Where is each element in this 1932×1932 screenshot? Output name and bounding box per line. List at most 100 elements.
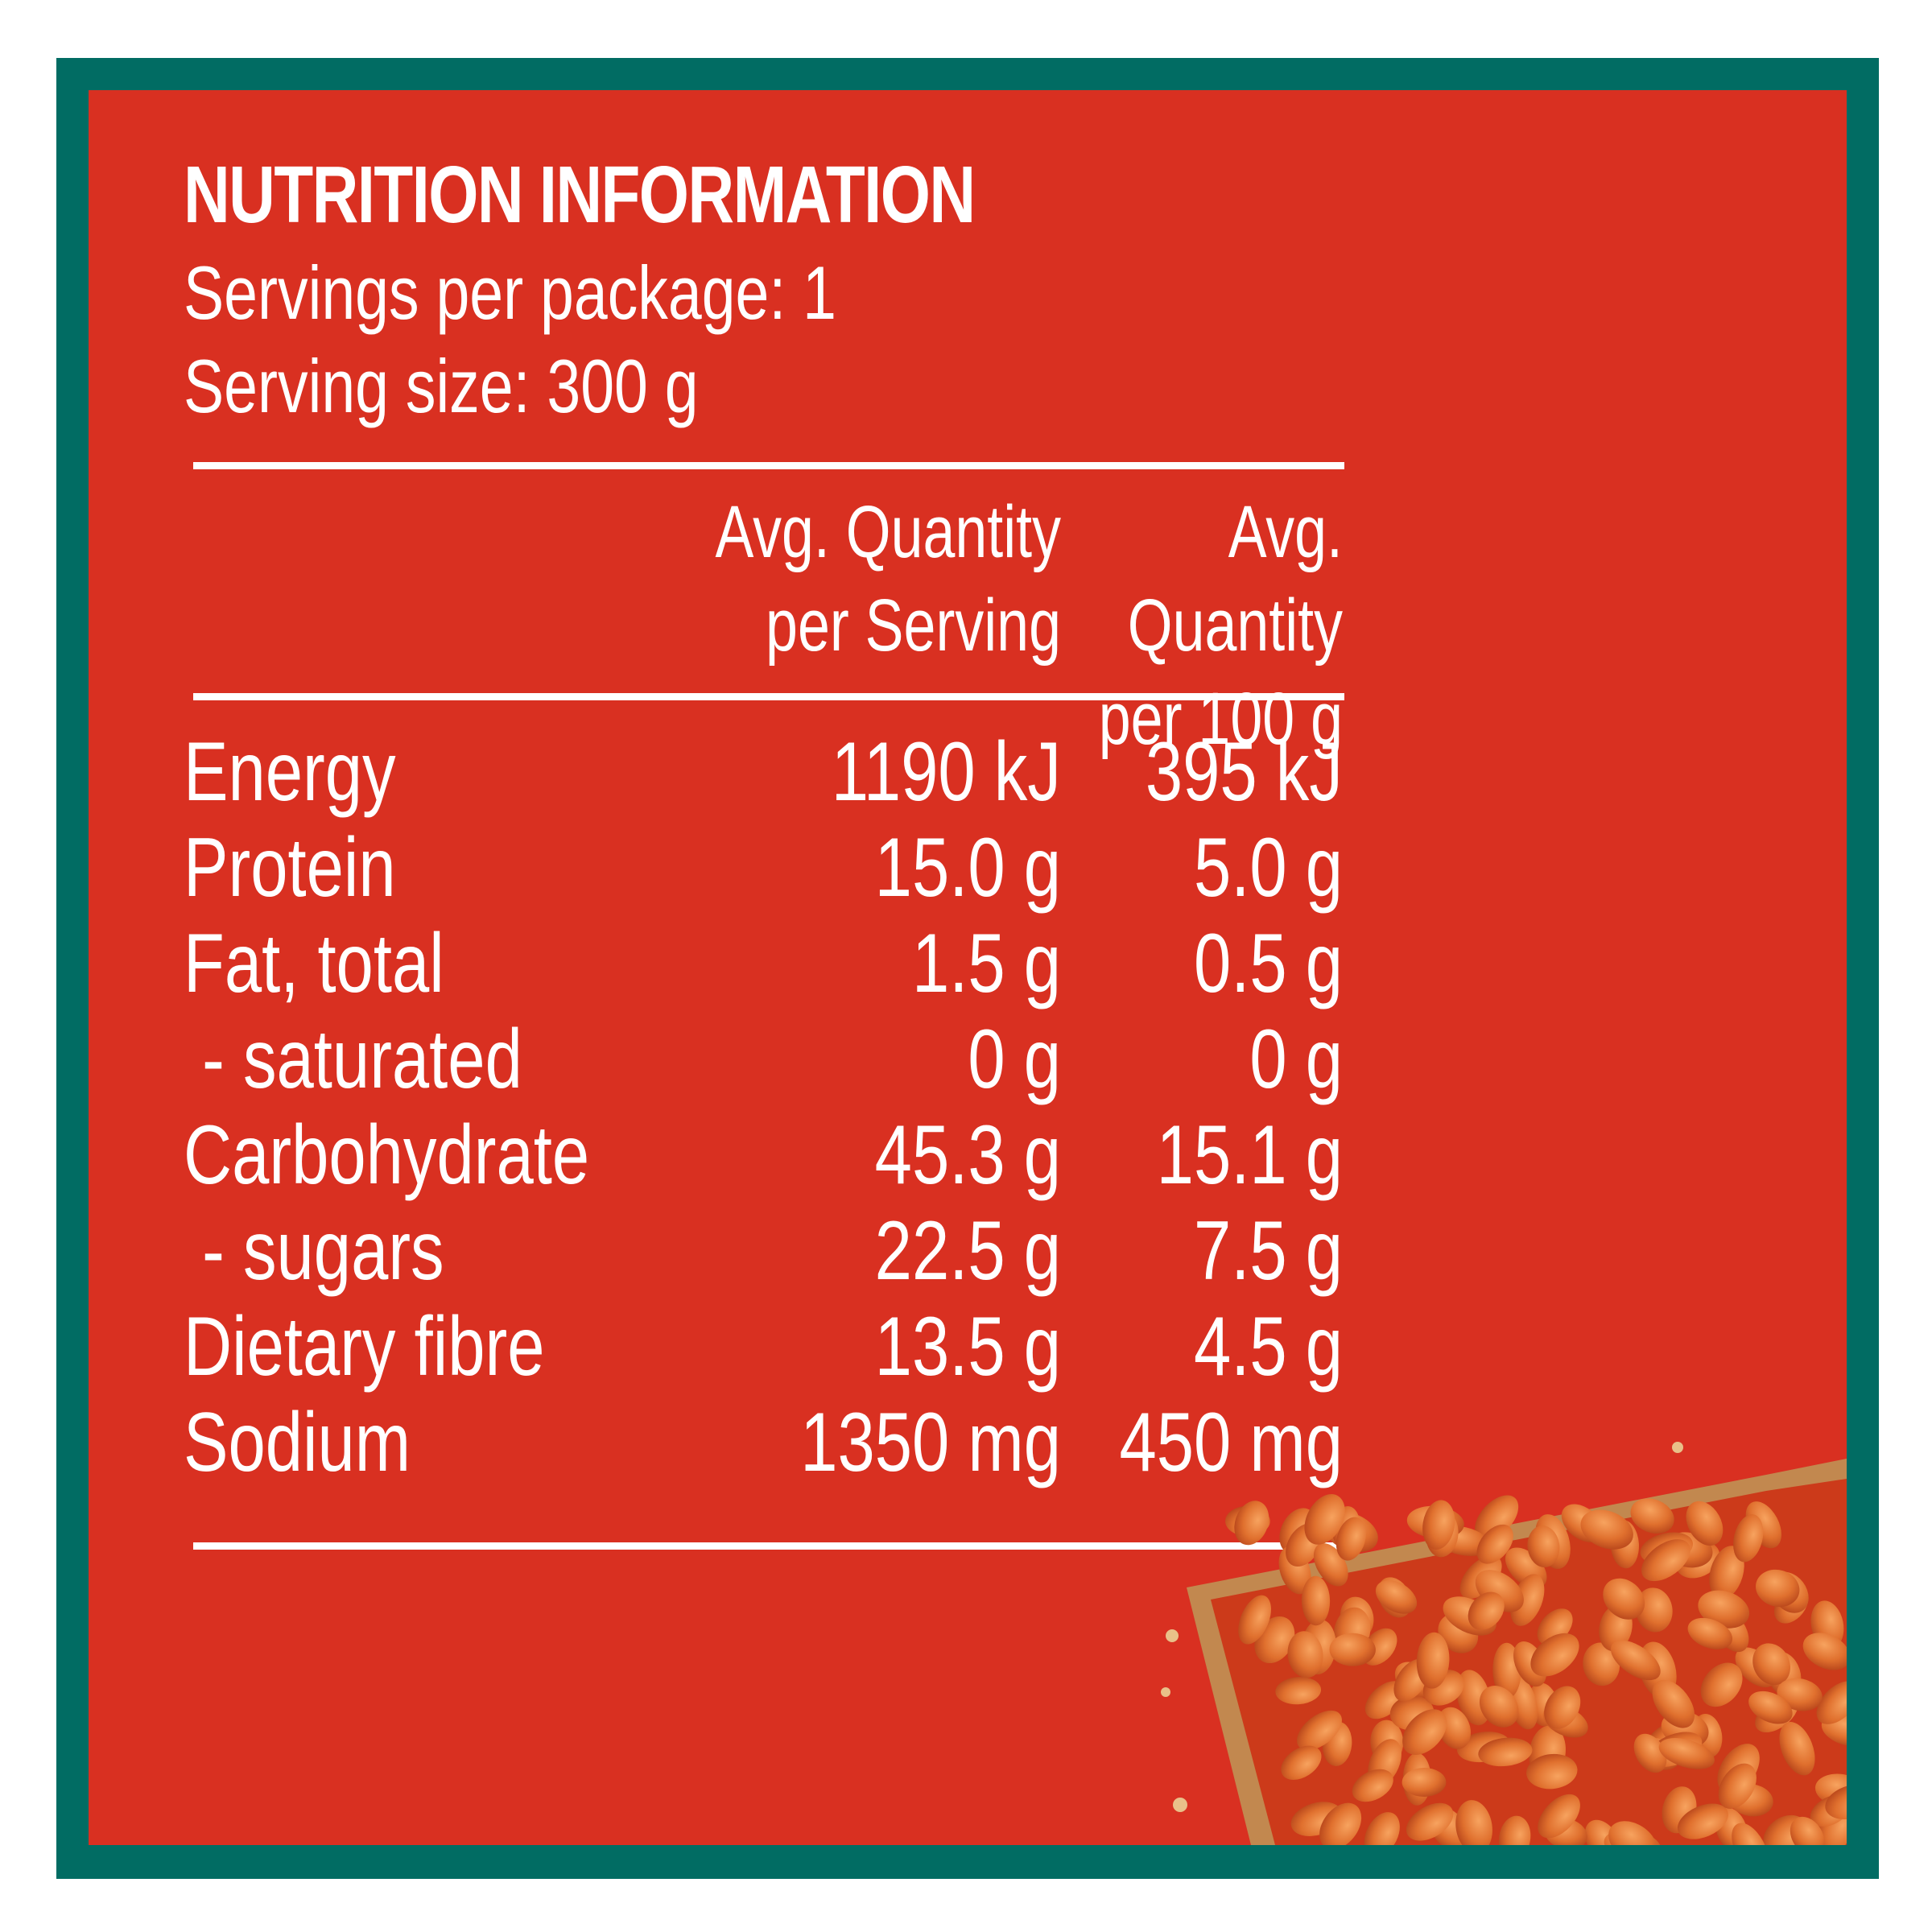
bean-shape [1530, 1633, 1579, 1677]
bean-shape [1652, 1679, 1695, 1728]
bean-shape [1329, 1633, 1376, 1666]
serving-size: Serving size: 300 g [184, 344, 699, 428]
bean-shape [1352, 1769, 1393, 1802]
bean-shape [1777, 1678, 1823, 1711]
table-row: Sodium 1350 mg 450 mg [184, 1395, 1343, 1491]
servings-per-package: Servings per package: 1 [184, 250, 836, 335]
bean-shape [1234, 1501, 1269, 1546]
bean-shape [1335, 1517, 1366, 1561]
value-per-100g: 7.5 g [1193, 1204, 1343, 1298]
bean-shape [1281, 1745, 1322, 1780]
bean-shape [1406, 1802, 1454, 1841]
nutrition-content: NUTRITION INFORMATION Servings per packa… [184, 138, 1344, 1550]
bean-shape [1779, 1722, 1815, 1776]
value-per-100g: 15.1 g [1156, 1108, 1343, 1202]
bean-shape [1687, 1617, 1733, 1649]
bean-shape [1686, 1501, 1724, 1546]
bean-shape [1790, 1816, 1825, 1845]
bean-shape [1583, 1642, 1620, 1686]
bean-shape [1402, 1709, 1447, 1755]
bean-shape [1422, 1500, 1455, 1550]
value-per-serving: 13.5 g [874, 1300, 1061, 1393]
bean-shape [1375, 1580, 1418, 1614]
bean-shape [1455, 1800, 1492, 1845]
bottom-divider [193, 1542, 1344, 1550]
bean-shape [1275, 1677, 1322, 1705]
header-per-100g: Avg. Quantity per 100 g [1098, 491, 1343, 760]
header-per-serving: Avg. Quantity per Serving [715, 491, 1061, 667]
table-row: Fat, total 1.5 g 0.5 g [184, 916, 1343, 1012]
bean-shape [1658, 1738, 1715, 1769]
value-per-serving: 15.0 g [874, 821, 1061, 914]
value-per-serving: 0 g [968, 1013, 1061, 1106]
teal-border-frame: NUTRITION INFORMATION Servings per packa… [56, 58, 1879, 1879]
bean-shape [1698, 1590, 1750, 1629]
bean-shape [1641, 1539, 1690, 1582]
bean-shape [1733, 1514, 1764, 1563]
nutrition-panel: NUTRITION INFORMATION Servings per packa… [89, 90, 1847, 1845]
bean-shape [1468, 1591, 1505, 1630]
value-per-serving: 1350 mg [800, 1396, 1061, 1489]
bean-shape [1610, 1640, 1661, 1681]
bean-shape [1364, 1812, 1400, 1845]
value-per-serving: 45.3 g [874, 1108, 1061, 1202]
value-per-serving: 1.5 g [911, 917, 1061, 1010]
bean-shape [1238, 1595, 1271, 1645]
nutrient-name: Energy [184, 725, 396, 819]
table-row: Carbohydrate 45.3 g 15.1 g [184, 1108, 1343, 1203]
bean-shape [1709, 1546, 1744, 1600]
bean-shape [1526, 1753, 1578, 1790]
bean-shape [1297, 1710, 1342, 1751]
nutrient-name: - sugars [184, 1204, 444, 1298]
bean-shape [1752, 1643, 1790, 1686]
header-divider [193, 693, 1344, 700]
column-headers: Avg. Quantity per Serving Avg. Quantity … [184, 469, 1343, 760]
value-per-serving: 22.5 g [874, 1204, 1061, 1298]
bean-shape [1478, 1737, 1533, 1767]
bean-shape [1732, 1823, 1769, 1845]
nutrient-name: Carbohydrate [184, 1108, 590, 1202]
bean-shape [1479, 1686, 1519, 1728]
bean-shape [1633, 1733, 1667, 1773]
bean-shape [1287, 1631, 1323, 1678]
bean-shape [1802, 1633, 1847, 1670]
table-row: Protein 15.0 g 5.0 g [184, 820, 1343, 916]
nutrient-name: Sodium [184, 1396, 411, 1489]
bean-shape [1416, 1632, 1450, 1689]
table-row: Dietary fibre 13.5 g 4.5 g [184, 1299, 1343, 1395]
value-per-100g: 450 mg [1119, 1396, 1343, 1489]
bean-shape [1527, 1525, 1560, 1568]
bean-shape [1608, 1821, 1657, 1845]
bean-shape [1580, 1509, 1633, 1550]
value-per-100g: 4.5 g [1193, 1300, 1343, 1393]
bean-shape [1304, 1494, 1345, 1545]
bean-shape [1630, 1498, 1674, 1534]
bean-shape [1677, 1803, 1728, 1839]
bean-shape [1538, 1794, 1580, 1839]
beans-on-toast-image [1161, 1442, 1847, 1845]
bean-shape [1700, 1662, 1743, 1707]
bean-shape [1635, 1587, 1673, 1633]
bean-shape [1301, 1575, 1331, 1626]
nutrient-name: Fat, total [184, 917, 444, 1010]
value-per-100g: 395 kJ [1145, 725, 1343, 819]
nutrient-name: Dietary fibre [184, 1300, 545, 1393]
nutrient-table: Energy 1190 kJ 395 kJ Protein 15.0 g 5.0… [184, 700, 1343, 1491]
nutrition-title: NUTRITION INFORMATION [184, 150, 976, 240]
table-row: - sugars 22.5 g 7.5 g [184, 1203, 1343, 1299]
nutrient-name: Protein [184, 821, 396, 914]
value-per-100g: 0 g [1249, 1013, 1343, 1106]
bean-shape [1319, 1802, 1362, 1845]
value-per-100g: 0.5 g [1193, 917, 1343, 1010]
table-row: Energy 1190 kJ 395 kJ [184, 724, 1343, 820]
bean-shape [1498, 1815, 1531, 1845]
bean-shape [1476, 1524, 1513, 1564]
nutrient-name: - saturated [184, 1013, 522, 1106]
value-per-100g: 5.0 g [1193, 821, 1343, 914]
bean-shape [1718, 1763, 1757, 1809]
bean-shape [1825, 1784, 1847, 1819]
bean-shape [1748, 1690, 1793, 1724]
value-per-serving: 1190 kJ [831, 725, 1061, 819]
bean-shape [1544, 1686, 1581, 1729]
bean-shape [1755, 1569, 1800, 1608]
